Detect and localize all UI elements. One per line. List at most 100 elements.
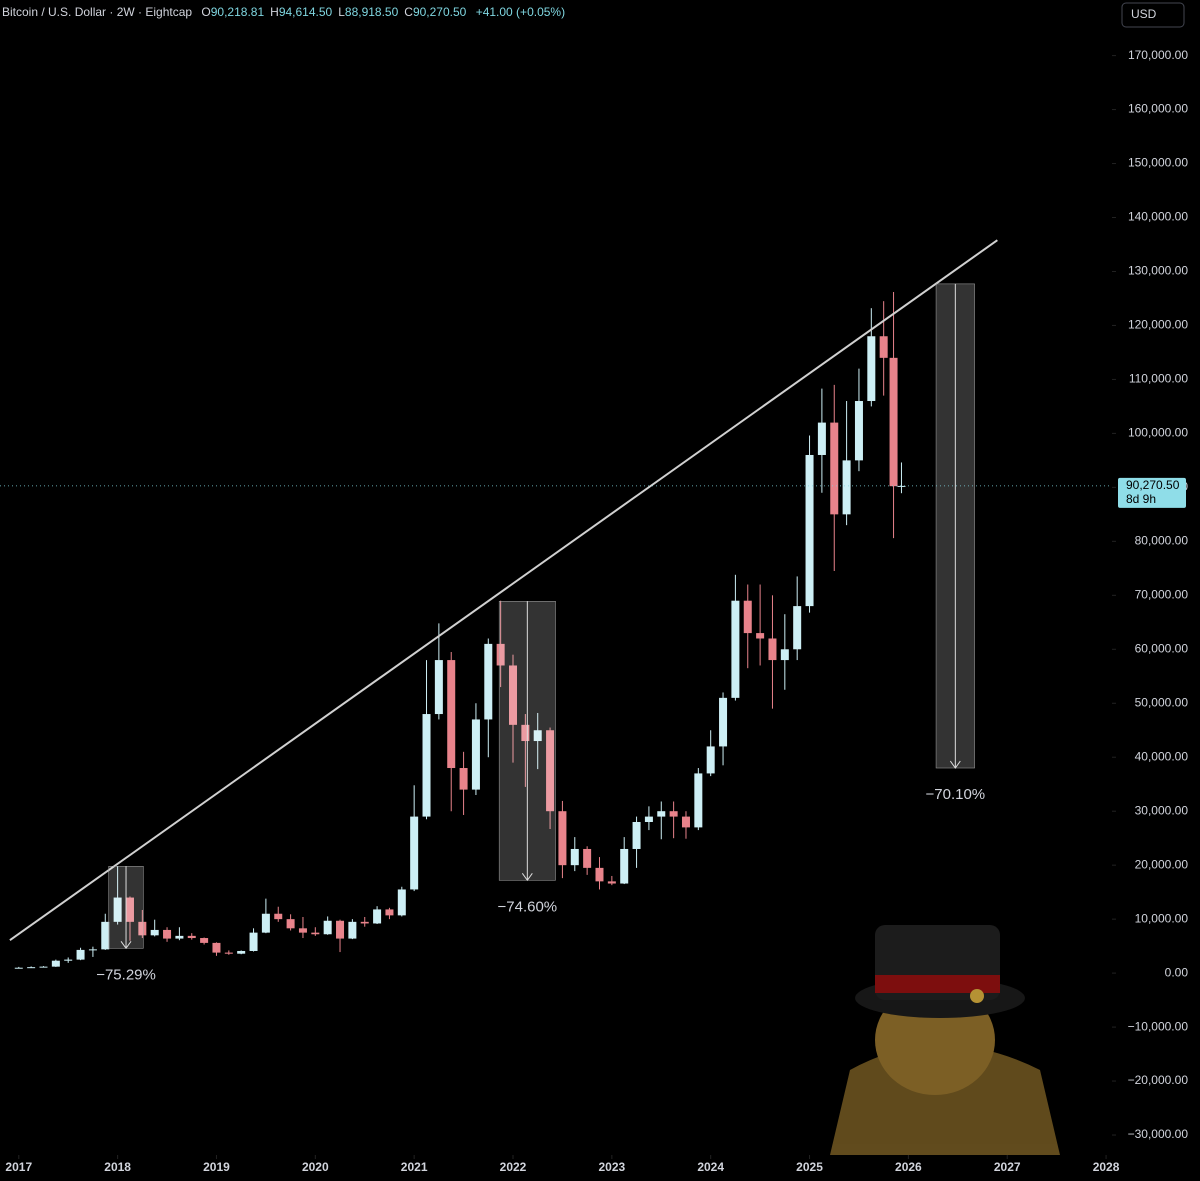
plot-area: −30,000.00 −20,000.00 −10,000.00 0.00 10,000… xyxy=(0,48,1188,1174)
candle-body xyxy=(163,929,172,939)
candle-body xyxy=(113,897,122,922)
candle-body xyxy=(360,921,369,924)
candle-body xyxy=(336,920,345,939)
candle-body xyxy=(719,697,728,747)
last-price-box xyxy=(1118,477,1186,508)
x-tick-label: 2017 xyxy=(5,1160,32,1174)
x-tick-label: 2019 xyxy=(203,1160,230,1174)
candle-body xyxy=(607,881,616,884)
y-tick-label: 0.00 xyxy=(1165,965,1189,979)
field-value: 94,614.50 xyxy=(279,5,333,19)
x-tick-label: 2025 xyxy=(796,1160,823,1174)
candle-body xyxy=(694,773,703,828)
candle-body xyxy=(76,949,85,960)
candle-body xyxy=(546,730,555,812)
y-tick-label: 10,000.00 xyxy=(1135,911,1189,925)
candle-body xyxy=(323,920,332,935)
candle-body xyxy=(125,897,134,922)
candle-body xyxy=(14,967,23,969)
candle-body xyxy=(854,401,863,461)
x-tick-label: 2024 xyxy=(697,1160,724,1174)
ohlc-fields: O90,218.81 H94,614.50 L88,918.50 C90,270.50 xyxy=(201,5,466,19)
change: +41.00 (+0.05%) xyxy=(476,5,565,19)
field-value: 90,270.50 xyxy=(413,5,467,19)
measure-arrowhead xyxy=(949,760,961,769)
candle-body xyxy=(373,909,382,924)
candle-body xyxy=(224,952,233,954)
candle-body xyxy=(842,460,851,515)
symbol-title: Bitcoin / U.S. Dollar · 2W · Eightcap xyxy=(2,5,192,19)
candle-body xyxy=(39,966,48,968)
field-value: 90,218.81 xyxy=(211,5,265,19)
candle-body xyxy=(879,336,888,358)
candle-body xyxy=(632,821,641,849)
header: Bitcoin / U.S. Dollar · 2W · Eightcap O9… xyxy=(2,5,565,19)
y-tick-label: 80,000.00 xyxy=(1135,534,1189,548)
currency-button[interactable] xyxy=(1121,2,1185,28)
candle-body xyxy=(348,921,357,939)
candle-body xyxy=(583,848,592,868)
measure-arrowhead xyxy=(120,940,132,950)
field-prefix: O xyxy=(201,5,210,19)
x-tick-label: 2020 xyxy=(302,1160,329,1174)
y-tick-label: 100,000.00 xyxy=(1128,426,1188,440)
candle-body xyxy=(743,600,752,634)
y-tick-label: 60,000.00 xyxy=(1135,641,1189,655)
candle-body xyxy=(509,665,518,725)
candle-body xyxy=(150,929,159,936)
candle-body xyxy=(756,633,765,639)
candle-body xyxy=(731,600,740,698)
candle-body xyxy=(830,422,839,515)
candle-body xyxy=(212,942,221,953)
candle-body xyxy=(187,935,196,939)
y-tick-label: 140,000.00 xyxy=(1128,210,1188,224)
y-tick-label: 120,000.00 xyxy=(1128,318,1188,332)
mascot xyxy=(830,925,1060,1155)
y-tick-label: 70,000.00 xyxy=(1135,587,1189,601)
candle-body xyxy=(298,928,307,933)
candle-body xyxy=(138,921,147,936)
candle-body xyxy=(657,811,666,817)
field-value: 88,918.50 xyxy=(345,5,399,19)
measure-label: −75.29% xyxy=(96,966,156,983)
candle-body xyxy=(274,913,283,920)
field-prefix: H xyxy=(270,5,279,19)
y-tick-label: 160,000.00 xyxy=(1128,102,1188,116)
candle-body xyxy=(422,714,431,817)
y-tick-label: 50,000.00 xyxy=(1135,695,1189,709)
candle-body xyxy=(570,848,579,866)
candle-body xyxy=(897,485,906,487)
measure-label: −70.10% xyxy=(926,786,986,803)
last-price-label: 90,270.50 xyxy=(1126,478,1180,492)
candle-body xyxy=(817,422,826,455)
y-tick-label: −10,000.00 xyxy=(1128,1019,1189,1033)
y-tick-label: 150,000.00 xyxy=(1128,156,1188,170)
candle-body xyxy=(385,909,394,916)
candle-body xyxy=(88,949,97,951)
candle-body xyxy=(867,336,876,402)
y-tick-label: −30,000.00 xyxy=(1128,1127,1189,1141)
candle-body xyxy=(521,724,530,742)
candle-body xyxy=(889,357,898,487)
candle-body xyxy=(620,848,629,884)
candle-body xyxy=(706,746,715,774)
y-tick-label: 130,000.00 xyxy=(1128,264,1188,278)
candle-body xyxy=(64,959,73,961)
candle-body xyxy=(471,719,480,790)
x-tick-label: 2026 xyxy=(895,1160,922,1174)
candle-body xyxy=(175,935,184,939)
x-tick-label: 2021 xyxy=(401,1160,428,1174)
candle-body xyxy=(459,768,468,790)
candle-body xyxy=(595,867,604,882)
candle-body xyxy=(533,730,542,742)
y-tick-label: 110,000.00 xyxy=(1129,372,1188,386)
x-tick-label: 2018 xyxy=(104,1160,131,1174)
candle-body xyxy=(51,960,60,967)
candle-body xyxy=(496,643,505,666)
candle-body xyxy=(237,950,246,954)
y-tick-label: 170,000.00 xyxy=(1128,48,1188,62)
x-tick-label: 2027 xyxy=(994,1160,1021,1174)
candle-body xyxy=(644,816,653,822)
candle-body xyxy=(200,938,209,943)
currency-label: USD xyxy=(1131,7,1157,21)
